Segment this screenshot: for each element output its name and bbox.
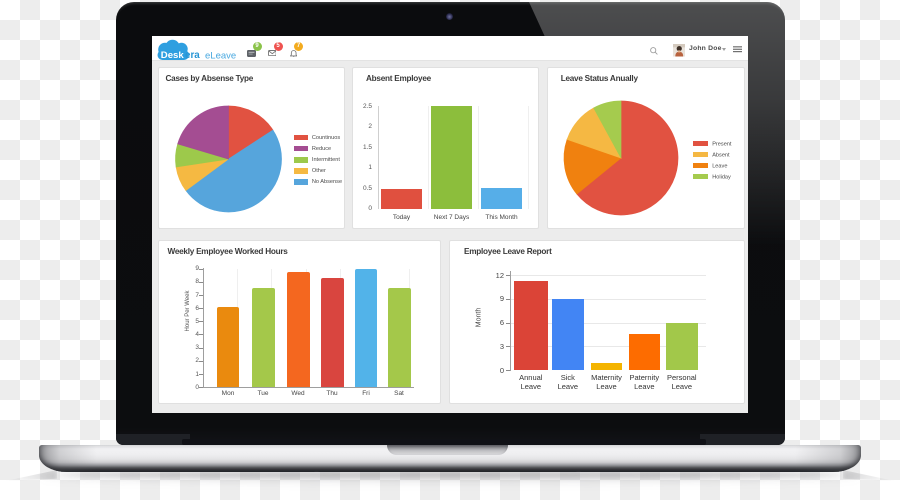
svg-text:Desk: Desk <box>161 50 185 61</box>
svg-text:era: era <box>185 50 200 61</box>
svg-text:eLeave: eLeave <box>205 50 236 61</box>
